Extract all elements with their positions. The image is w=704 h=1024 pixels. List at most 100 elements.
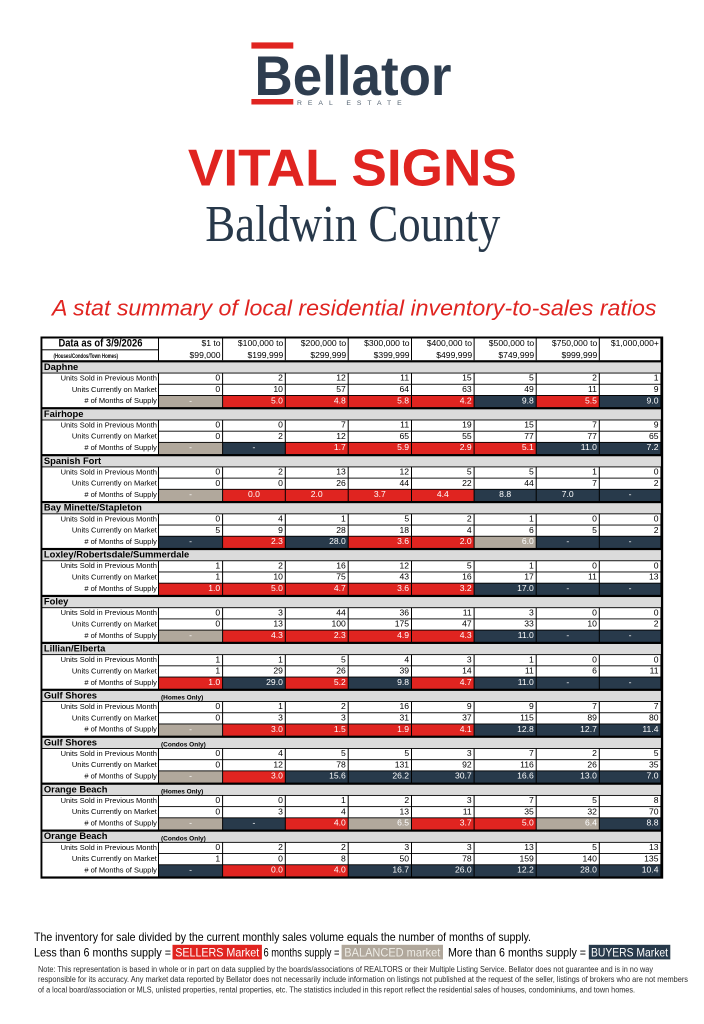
svg-text:5: 5 [404,748,409,758]
svg-text:2: 2 [278,560,283,570]
svg-text:70: 70 [649,806,659,816]
svg-text:Units Currently on Market: Units Currently on Market [72,713,158,722]
svg-text:4: 4 [278,513,283,523]
svg-text:2.3: 2.3 [271,536,283,546]
svg-text:$300,000 to: $300,000 to [364,338,410,348]
svg-text:(Homes Only): (Homes Only) [161,695,203,702]
svg-text:REAL ESTATE: REAL ESTATE [297,100,402,107]
svg-text:13: 13 [400,806,410,816]
svg-text:5.0: 5.0 [271,583,283,593]
svg-text:5: 5 [592,842,597,852]
svg-text:Units Currently on Market: Units Currently on Market [72,479,158,488]
svg-text:0: 0 [215,619,220,629]
svg-text:$1,000,000+: $1,000,000+ [611,338,659,348]
svg-text:5: 5 [592,525,597,535]
svg-text:Units Sold in Previous Month: Units Sold in Previous Month [61,702,157,711]
svg-text:16: 16 [400,701,410,711]
svg-text:0: 0 [215,467,220,477]
svg-text:-: - [189,536,192,546]
svg-text:159: 159 [519,853,534,863]
svg-text:115: 115 [520,713,534,723]
svg-text:$1 to: $1 to [201,338,220,348]
svg-text:92: 92 [462,759,472,769]
svg-text:Daphne: Daphne [44,361,78,372]
svg-text:2: 2 [654,619,659,629]
svg-text:# of Months of Supply: # of Months of Supply [84,678,157,687]
svg-text:78: 78 [336,759,346,769]
svg-text:# of Months of Supply: # of Months of Supply [84,772,157,781]
svg-text:1.0: 1.0 [208,677,220,687]
svg-text:Units Currently on Market: Units Currently on Market [72,760,158,769]
svg-text:4.4: 4.4 [437,489,449,499]
svg-text:Foley: Foley [44,596,69,607]
svg-text:3: 3 [278,607,283,617]
svg-text:0: 0 [215,842,220,852]
svg-text:26.0: 26.0 [455,865,472,875]
svg-text:Loxley/Robertsdale/Summerdale: Loxley/Robertsdale/Summerdale [44,549,189,560]
svg-text:3: 3 [467,795,472,805]
svg-text:7.2: 7.2 [647,442,659,452]
svg-text:35: 35 [649,759,659,769]
svg-text:77: 77 [524,431,534,441]
svg-text:16: 16 [336,560,346,570]
svg-text:2: 2 [592,373,597,383]
svg-text:5: 5 [592,795,597,805]
svg-text:6.5: 6.5 [397,818,409,828]
svg-text:4: 4 [341,806,346,816]
svg-text:Units Currently on Market: Units Currently on Market [72,432,158,441]
svg-text:44: 44 [524,478,534,488]
svg-text:# of Months of Supply: # of Months of Supply [84,725,157,734]
svg-text:1: 1 [529,654,534,664]
svg-text:7: 7 [654,701,659,711]
svg-text:31: 31 [400,713,410,723]
svg-text:12: 12 [336,373,346,383]
svg-text:135: 135 [644,853,659,863]
svg-text:11.0: 11.0 [518,630,534,640]
svg-text:0: 0 [654,467,659,477]
svg-text:0: 0 [592,607,597,617]
svg-text:12: 12 [400,467,410,477]
svg-text:80: 80 [649,713,659,723]
svg-text:Orange Beach: Orange Beach [44,830,108,841]
svg-text:16.7: 16.7 [392,865,409,875]
svg-text:5.0: 5.0 [522,818,534,828]
svg-text:3.6: 3.6 [397,583,409,593]
svg-text:6 months supply =: 6 months supply = [264,945,340,959]
svg-text:responsible for its accuracy.: responsible for its accuracy. Any market… [38,975,688,984]
svg-text:Units Sold in Previous Month: Units Sold in Previous Month [61,420,157,429]
svg-text:5: 5 [215,525,220,535]
svg-text:Bellator: Bellator [255,44,452,107]
svg-text:Orange Beach: Orange Beach [44,783,108,794]
svg-text:13: 13 [273,619,283,629]
svg-text:17: 17 [524,572,534,582]
svg-text:5.1: 5.1 [522,442,534,452]
svg-text:3: 3 [467,748,472,758]
svg-text:0: 0 [215,806,220,816]
svg-text:-: - [566,677,569,687]
svg-text:29.0: 29.0 [266,677,283,687]
svg-text:75: 75 [336,572,346,582]
svg-text:11: 11 [400,420,409,430]
svg-text:11: 11 [463,806,472,816]
svg-text:Units Sold in Previous Month: Units Sold in Previous Month [61,796,157,805]
svg-text:10: 10 [587,619,597,629]
svg-text:Units Currently on Market: Units Currently on Market [72,573,158,582]
svg-text:1: 1 [215,666,220,676]
svg-text:32: 32 [587,806,597,816]
svg-text:$299,999: $299,999 [310,350,346,360]
svg-text:-: - [189,865,192,875]
svg-text:13: 13 [649,842,659,852]
svg-text:100: 100 [331,619,346,629]
svg-text:33: 33 [524,619,534,629]
svg-text:2: 2 [278,431,283,441]
svg-text:(Homes Only): (Homes Only) [161,789,203,796]
svg-text:$999,999: $999,999 [561,350,597,360]
svg-text:-: - [629,583,632,593]
svg-text:$400,000 to: $400,000 to [427,338,473,348]
svg-text:Gulf Shores: Gulf Shores [44,689,97,700]
svg-text:26: 26 [587,759,597,769]
svg-text:0: 0 [215,384,220,394]
svg-text:5: 5 [341,748,346,758]
svg-text:Units Sold in Previous Month: Units Sold in Previous Month [61,608,157,617]
svg-text:26: 26 [336,478,346,488]
